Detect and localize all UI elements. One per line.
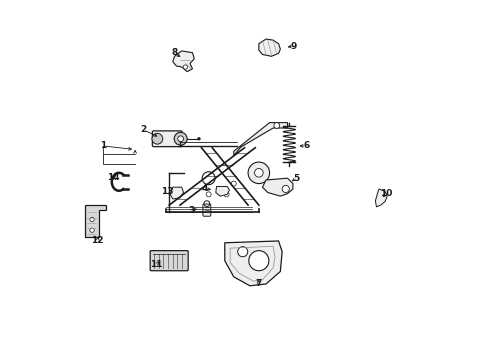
Polygon shape bbox=[170, 187, 183, 199]
Circle shape bbox=[247, 162, 269, 184]
Text: 13: 13 bbox=[161, 187, 173, 196]
Circle shape bbox=[254, 168, 263, 177]
FancyBboxPatch shape bbox=[150, 251, 188, 271]
Text: 14: 14 bbox=[107, 173, 120, 182]
Circle shape bbox=[282, 185, 289, 193]
Polygon shape bbox=[233, 123, 287, 156]
Text: 11: 11 bbox=[150, 260, 163, 269]
Text: 4: 4 bbox=[202, 184, 208, 193]
Circle shape bbox=[197, 137, 200, 140]
Text: 9: 9 bbox=[290, 42, 297, 51]
Circle shape bbox=[90, 228, 94, 232]
Polygon shape bbox=[172, 51, 194, 72]
Text: 6: 6 bbox=[303, 141, 309, 150]
Polygon shape bbox=[258, 39, 280, 56]
Text: 8: 8 bbox=[171, 48, 177, 57]
Circle shape bbox=[248, 251, 268, 271]
Text: 12: 12 bbox=[91, 237, 103, 246]
Text: 10: 10 bbox=[379, 189, 391, 198]
Circle shape bbox=[206, 192, 211, 197]
Polygon shape bbox=[375, 189, 386, 207]
FancyBboxPatch shape bbox=[152, 131, 182, 147]
FancyBboxPatch shape bbox=[203, 204, 210, 216]
Circle shape bbox=[183, 65, 187, 69]
Polygon shape bbox=[262, 178, 292, 196]
Text: 7: 7 bbox=[255, 279, 262, 288]
Polygon shape bbox=[85, 205, 106, 237]
Circle shape bbox=[152, 134, 163, 144]
Circle shape bbox=[90, 217, 94, 222]
Circle shape bbox=[237, 247, 247, 257]
Circle shape bbox=[224, 192, 228, 197]
Text: 3: 3 bbox=[188, 206, 194, 215]
Circle shape bbox=[202, 172, 215, 185]
Circle shape bbox=[178, 136, 183, 141]
Text: 2: 2 bbox=[140, 125, 146, 134]
Circle shape bbox=[231, 181, 236, 186]
Circle shape bbox=[273, 123, 279, 129]
Text: 1: 1 bbox=[100, 141, 106, 150]
Text: 5: 5 bbox=[293, 174, 299, 183]
Polygon shape bbox=[224, 241, 282, 286]
Polygon shape bbox=[215, 186, 229, 196]
Circle shape bbox=[174, 132, 187, 145]
